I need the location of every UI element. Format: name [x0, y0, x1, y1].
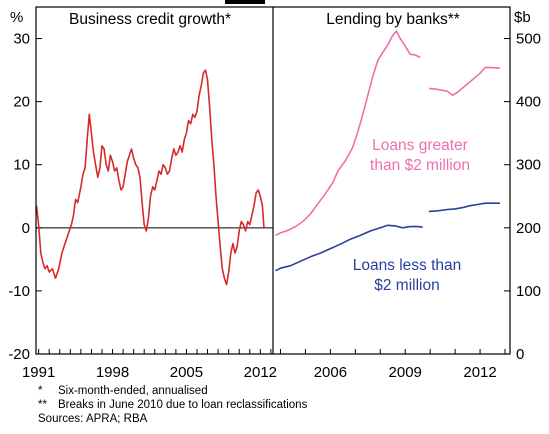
- xtick-label: 1991: [22, 364, 55, 381]
- series-label-1-line-2: than $2 million: [370, 157, 470, 174]
- business-credit-growth-line: [35, 69, 265, 286]
- xtick-label: 2005: [170, 364, 203, 381]
- right-ytick-label: 400: [516, 94, 541, 111]
- right-ytick-label: 500: [516, 31, 541, 48]
- series-lines: [35, 30, 501, 286]
- footnote-1: * Six-month-ended, annualised: [38, 384, 208, 398]
- axis-ticks: [36, 38, 510, 355]
- left-ytick-label: -10: [8, 283, 30, 300]
- right-unit-label: $b: [514, 9, 531, 26]
- right-ytick-label: 0: [516, 346, 524, 363]
- left-panel-title: Business credit growth*: [69, 11, 231, 28]
- xtick-label: 2012: [463, 364, 496, 381]
- right-panel-title: Lending by banks**: [326, 11, 460, 28]
- xtick-label: 1998: [96, 364, 129, 381]
- clipped-heading-remnant: [225, 0, 265, 4]
- sources-note: Sources: APRA; RBA: [38, 413, 148, 425]
- left-ytick-label: 0: [22, 220, 30, 237]
- footnote-2: ** Breaks in June 2010 due to loan reclas…: [38, 398, 307, 412]
- loans-under-2m-line-segment-1: [275, 224, 423, 272]
- footnote-1-marker: *: [38, 385, 43, 397]
- footnote-2-text: Breaks in June 2010 due to loan reclassi…: [58, 399, 308, 411]
- series-label-2-line-2: $2 million: [374, 277, 439, 294]
- footnote-1-text: Six-month-ended, annualised: [58, 385, 208, 397]
- xtick-label: 2006: [314, 364, 347, 381]
- left-ytick-label: 20: [13, 94, 30, 111]
- loans-over-2m-line-segment-2: [428, 66, 501, 97]
- xtick-label: 2012: [244, 364, 277, 381]
- left-ytick-label: 30: [13, 31, 30, 48]
- xtick-label: 2009: [389, 364, 422, 381]
- loans-under-2m-line-segment-2: [428, 202, 500, 213]
- left-unit-label: %: [10, 9, 23, 26]
- series-label-1-line-1: Loans greater: [372, 137, 468, 154]
- right-ytick-label: 300: [516, 157, 541, 174]
- left-ytick-label: 10: [13, 157, 30, 174]
- footnote-2-marker: **: [38, 399, 47, 411]
- left-ytick-label: -20: [8, 346, 30, 363]
- series-annotations: Loans greater than $2 million Loans less t…: [353, 137, 470, 294]
- right-ytick-label: 200: [516, 220, 541, 237]
- right-ytick-label: 100: [516, 283, 541, 300]
- loans-over-2m-line-segment-1: [275, 30, 421, 237]
- series-label-2-line-1: Loans less than: [353, 257, 462, 274]
